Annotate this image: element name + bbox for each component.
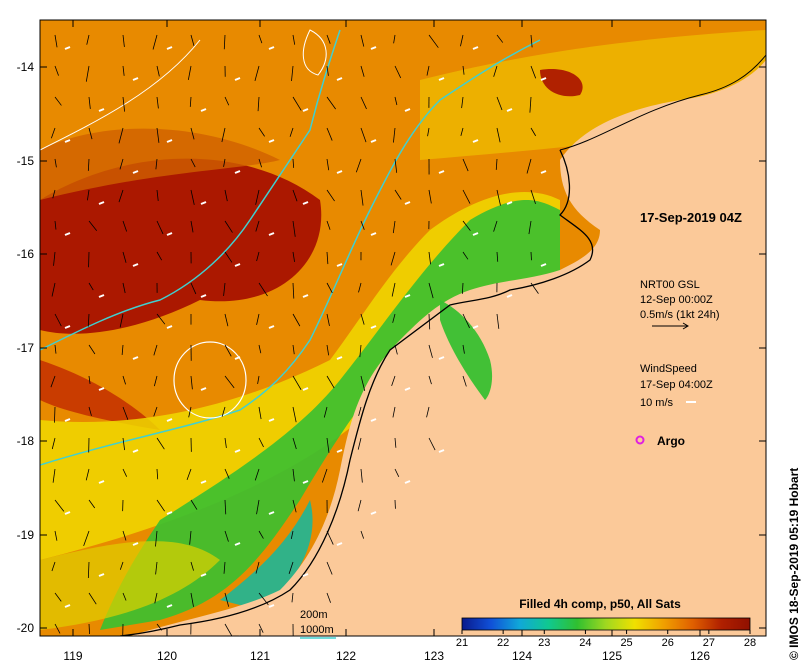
sst-field: [40, 20, 766, 636]
map-title: 17-Sep-2019 04Z: [640, 210, 742, 225]
isobath-200m-label: 200m: [300, 609, 328, 621]
longitude-tick-label: 126: [690, 649, 710, 663]
latitude-tick-label: -20: [17, 621, 35, 635]
imos-credit: © IMOS 18-Sep-2019 05:19 Hobart: [787, 468, 801, 660]
longitude-tick-label: 119: [63, 649, 82, 663]
longitude-axis: 119 120 121 122 123 124 125 126: [63, 20, 710, 663]
argo-label: Argo: [657, 434, 685, 448]
colorbar-tick-label: 25: [620, 637, 632, 649]
colorbar-tick-label: 23: [538, 637, 550, 649]
argo-icon: [635, 435, 645, 445]
wind-legend: WindSpeed 17-Sep 04:00Z 10 m/s: [640, 363, 713, 409]
latitude-axis: -14 -15 -16 -17 -18 -19 -20: [17, 60, 766, 635]
colorbar-tick-label: 24: [579, 637, 591, 649]
colorbar-tick-label: 28: [744, 637, 756, 649]
latitude-tick-label: -17: [17, 341, 35, 355]
colorbar-tick-label: 26: [662, 637, 674, 649]
colorbar-tick-label: 21: [456, 637, 468, 649]
wind-legend-line3: 10 m/s: [640, 397, 674, 409]
longitude-tick-label: 124: [512, 649, 532, 663]
wind-legend-line2: 17-Sep 04:00Z: [640, 379, 713, 391]
isobath-legend: 200m 1000m: [300, 609, 336, 639]
longitude-tick-label: 121: [250, 649, 270, 663]
current-vectors: [50, 34, 547, 636]
latitude-tick-label: -15: [17, 154, 35, 168]
latitude-tick-label: -14: [17, 60, 35, 74]
isobath-1000m-label: 1000m: [300, 624, 334, 636]
latitude-tick-label: -19: [17, 528, 35, 542]
current-legend: NRT00 GSL 12-Sep 00:00Z 0.5m/s (1kt 24h): [640, 279, 719, 330]
colorbar-ramp: [461, 617, 751, 631]
longitude-tick-label: 122: [336, 649, 356, 663]
latitude-tick-label: -16: [17, 247, 35, 261]
longitude-tick-label: 120: [157, 649, 177, 663]
current-legend-line1: NRT00 GSL: [640, 279, 700, 291]
longitude-tick-label: 125: [602, 649, 622, 663]
latitude-tick-label: -18: [17, 434, 35, 448]
sst-colorbar: Filled 4h comp, p50, All Sats 21 22 23 24 25…: [456, 597, 756, 649]
colorbar-title: Filled 4h comp, p50, All Sats: [519, 597, 681, 611]
wind-legend-line1: WindSpeed: [640, 363, 697, 375]
argo-legend: Argo: [635, 434, 685, 448]
current-legend-line2: 12-Sep 00:00Z: [640, 294, 713, 306]
current-legend-line3: 0.5m/s (1kt 24h): [640, 309, 719, 321]
plot-frame: [39, 19, 767, 637]
longitude-tick-label: 123: [424, 649, 444, 663]
colorbar-tick-label: 22: [497, 637, 509, 649]
colorbar-tick-label: 27: [703, 637, 715, 649]
